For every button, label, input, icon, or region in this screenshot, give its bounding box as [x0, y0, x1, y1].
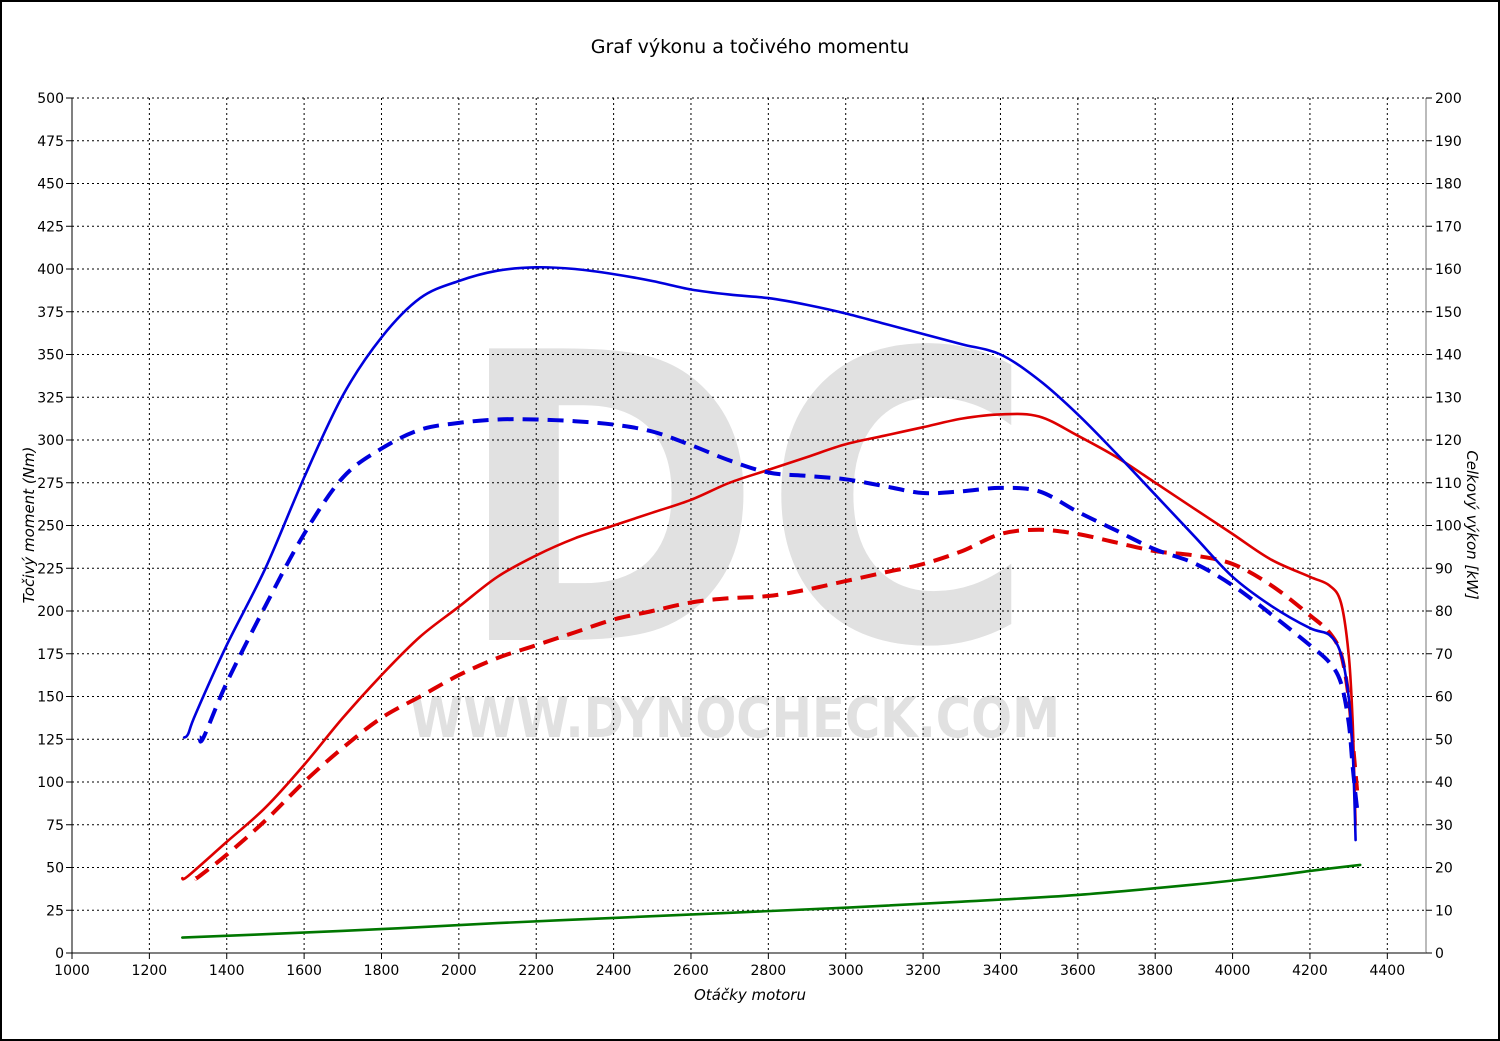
x-tick-label: 3000 — [828, 963, 864, 979]
y-left-tick-label: 450 — [37, 177, 64, 193]
y-right-tick-label: 110 — [1435, 476, 1462, 492]
y-right-tick-label: 40 — [1435, 775, 1453, 791]
x-tick-label: 4400 — [1369, 963, 1405, 979]
y-left-tick-label: 125 — [37, 732, 64, 748]
series-layer — [181, 265, 1362, 939]
y-left-tick-label: 275 — [37, 476, 64, 492]
y-left-tick-label: 100 — [37, 775, 64, 791]
x-tick-label: 4000 — [1215, 963, 1251, 979]
y-right-tick-label: 50 — [1435, 732, 1453, 748]
y-left-tick-label: 400 — [37, 262, 64, 278]
y-left-tick-label: 425 — [37, 219, 64, 235]
x-tick-label: 2400 — [596, 963, 632, 979]
x-tick-label: 3800 — [1137, 963, 1173, 979]
series-line-losses — [181, 863, 1362, 939]
y-right-tick-label: 30 — [1435, 818, 1453, 834]
watermark-url: WWW.DYNOCHECK.COM — [410, 686, 1060, 751]
y-left-tick-label: 475 — [37, 134, 64, 150]
y-right-tick-label: 100 — [1435, 519, 1462, 535]
y-left-tick-label: 50 — [46, 861, 64, 877]
watermark: DC WWW.DYNOCHECK.COM — [410, 270, 1060, 751]
x-tick-label: 1200 — [132, 963, 168, 979]
y-left-tick-label: 25 — [46, 903, 64, 919]
y-right-tick-label: 140 — [1435, 348, 1462, 364]
y-left-tick-label: 175 — [37, 647, 64, 663]
y-left-tick-label: 225 — [37, 561, 64, 577]
x-tick-label: 3200 — [905, 963, 941, 979]
y-right-tick-label: 170 — [1435, 219, 1462, 235]
x-tick-label: 2200 — [518, 963, 554, 979]
y-right-tick-label: 10 — [1435, 903, 1453, 919]
grid — [72, 98, 1426, 953]
y-right-tick-label: 70 — [1435, 647, 1453, 663]
x-tick-label: 2600 — [673, 963, 709, 979]
x-axis: 1000 1200 1400 1600 1800 2000 2200 2400 2600 2800… — [54, 953, 1405, 979]
series-line-power-tuned — [181, 412, 1357, 881]
y-left-tick-label: 500 — [37, 91, 64, 107]
y-right-tick-label: 120 — [1435, 433, 1462, 449]
y-right-tick-label: 190 — [1435, 134, 1462, 150]
y-right-tick-label: 160 — [1435, 262, 1462, 278]
y-left-tick-label: 300 — [37, 433, 64, 449]
x-tick-label: 1800 — [364, 963, 400, 979]
y-left-tick-label: 375 — [37, 305, 64, 321]
y-left-tick-label: 250 — [37, 519, 64, 535]
y-right-tick-label: 180 — [1435, 177, 1462, 193]
y-left-tick-label: 75 — [46, 818, 64, 834]
x-tick-label: 2800 — [751, 963, 787, 979]
y-axis-left: 0 25 50 75 100 125 150 175 200 225 250 275 300 325 350… — [37, 91, 72, 962]
y-left-tick-label: 150 — [37, 690, 64, 706]
x-tick-label: 3400 — [983, 963, 1019, 979]
y-axis-right: 0 10 20 30 40 50 60 70 80 90 100 110 120 130 140 150 160… — [1426, 91, 1462, 962]
watermark-letters: DC — [455, 270, 1035, 735]
y-axis-left-label: Točivý moment (Nm) — [20, 447, 38, 604]
y-right-tick-label: 200 — [1435, 91, 1462, 107]
series-line-torque-stock — [197, 417, 1361, 815]
x-tick-label: 1000 — [54, 963, 90, 979]
x-tick-label: 1400 — [209, 963, 245, 979]
y-left-tick-label: 200 — [37, 604, 64, 620]
x-tick-label: 1600 — [286, 963, 322, 979]
y-right-tick-label: 60 — [1435, 690, 1453, 706]
x-tick-label: 4200 — [1292, 963, 1328, 979]
y-right-tick-label: 150 — [1435, 305, 1462, 321]
y-left-tick-label: 350 — [37, 348, 64, 364]
y-right-tick-label: 20 — [1435, 861, 1453, 877]
y-right-tick-label: 90 — [1435, 561, 1453, 577]
y-right-tick-label: 80 — [1435, 604, 1453, 620]
series-line-torque-tuned — [182, 265, 1357, 842]
y-axis-right-label: Celkový výkon [kW] — [1463, 450, 1481, 600]
x-tick-label: 2000 — [441, 963, 477, 979]
x-tick-label: 3600 — [1060, 963, 1096, 979]
y-right-tick-label: 0 — [1435, 946, 1444, 962]
series-line-power-stock — [193, 527, 1360, 881]
x-axis-label: Otáčky motoru — [694, 986, 806, 1004]
y-left-tick-label: 0 — [55, 946, 64, 962]
y-right-tick-label: 130 — [1435, 390, 1462, 406]
y-left-tick-label: 325 — [37, 390, 64, 406]
chart-title: Graf výkonu a točivého momentu — [591, 36, 909, 58]
